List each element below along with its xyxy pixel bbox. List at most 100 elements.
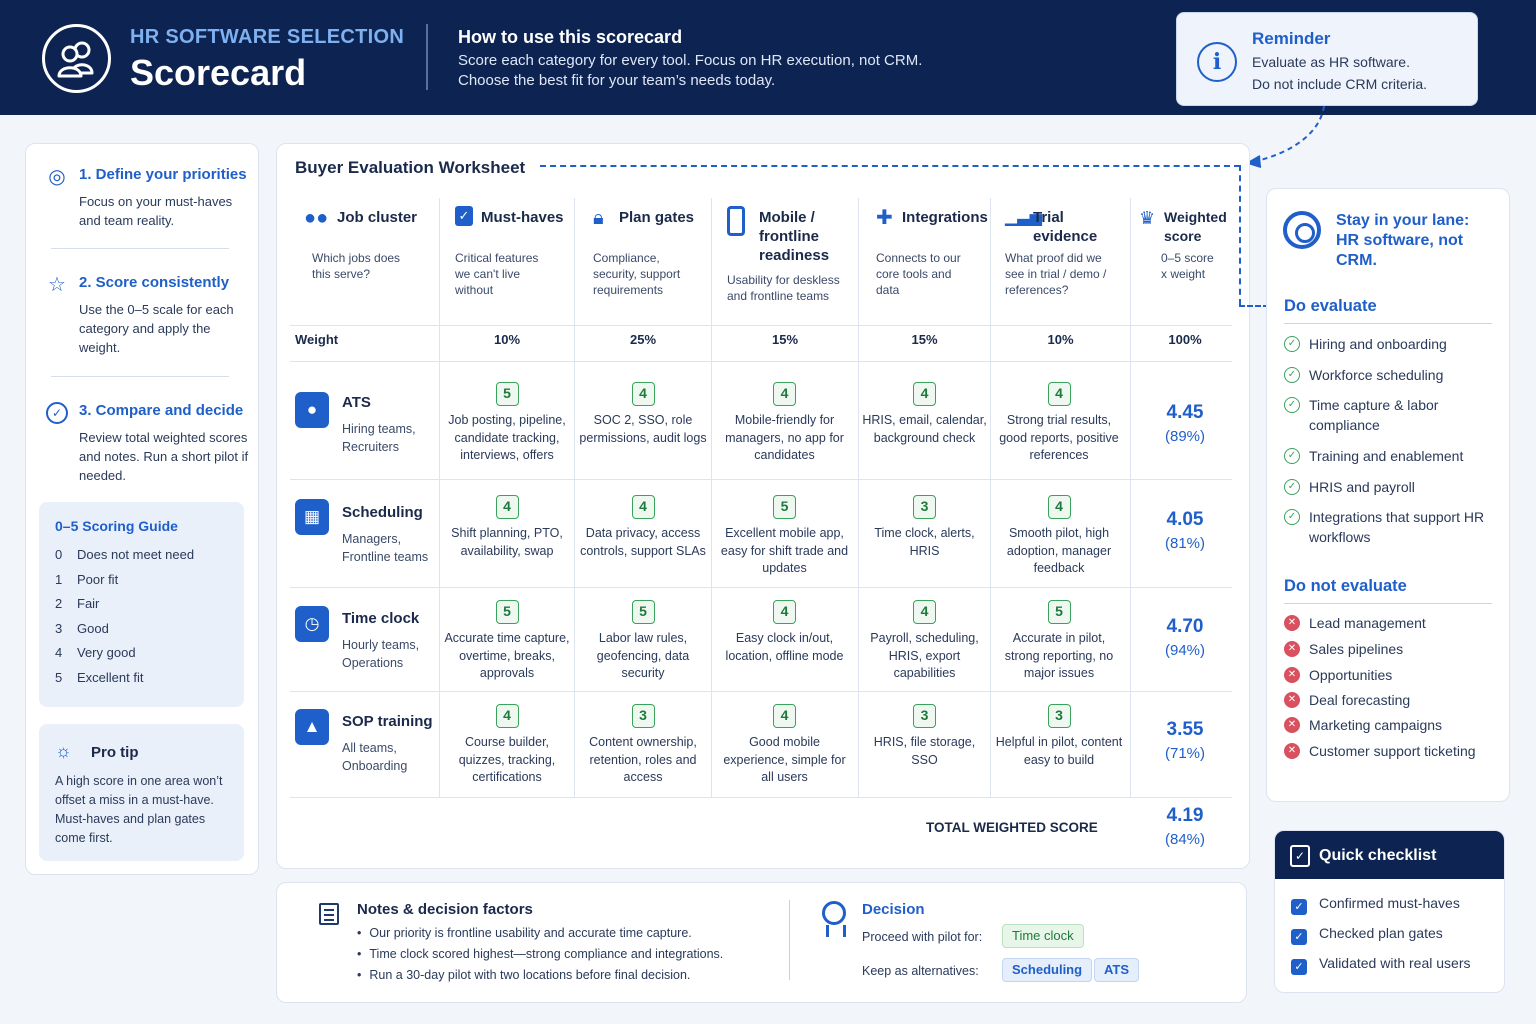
score-badge: 4: [631, 382, 655, 406]
howto-line-2: Choose the best fit for your team’s need…: [458, 72, 776, 89]
tool-name: Time clock: [342, 610, 420, 627]
tool-name: SOP training: [342, 713, 433, 730]
score-badge: 3: [913, 495, 936, 519]
checklist-header: ✓ Quick checklist: [1275, 831, 1504, 879]
guide-row: 2 Fair: [55, 596, 100, 611]
do-evaluate-title: Do evaluate: [1284, 297, 1377, 315]
person-icon: ●: [295, 392, 329, 428]
score-cell: 4 SOC 2, SSO, role permissions, audit log…: [579, 382, 707, 447]
do-item: ✓ Time capture & labor compliance: [1284, 395, 1499, 435]
step-desc: Review total weighted scores and notes. …: [79, 430, 249, 483]
grid-line: [290, 691, 1232, 692]
score-badge: 5: [773, 495, 796, 519]
star-icon: ☆: [48, 274, 66, 296]
check-icon: ✓: [1284, 509, 1300, 525]
score-badge: 4: [631, 495, 655, 519]
col-title: Weighted score: [1164, 209, 1227, 244]
grid-line: [439, 198, 440, 798]
col-title: Integrations: [902, 209, 988, 226]
score-note: Good mobile experience, simple for all u…: [723, 735, 846, 784]
score-note: Labor law rules, geofencing, data securi…: [596, 631, 690, 680]
score-value: 3.55: [1166, 719, 1204, 740]
weight-value: 10%: [1047, 332, 1074, 347]
x-icon: ✕: [1284, 667, 1300, 683]
score-cell: 3 Helpful in pilot, content easy to build: [995, 704, 1123, 769]
divider: [1284, 603, 1492, 604]
dont-item: ✕ Deal forecasting: [1284, 690, 1499, 710]
dont-item: ✕ Customer support ticketing: [1284, 741, 1499, 761]
proceed-label: Proceed with pilot for:: [862, 930, 983, 944]
reminder-box: i Reminder Evaluate as HR software. Do n…: [1176, 12, 1478, 106]
score-cell: 5 Accurate in pilot, strong reporting, no…: [995, 600, 1123, 683]
score-cell: 4 Data privacy, access controls, support …: [579, 495, 707, 560]
score-cell: 4 Shift planning, PTO, availability, swap: [442, 495, 572, 560]
alternative-tag: Scheduling: [1002, 958, 1093, 982]
score-note: Payroll, scheduling, HRIS, export capabi…: [870, 631, 979, 680]
check-icon: ✓: [1284, 367, 1300, 383]
grid-line: [858, 198, 859, 798]
score-cell: 3 Content ownership, retention, roles and…: [575, 704, 711, 787]
checklist-item[interactable]: ✓ Checked plan gates: [1291, 925, 1443, 945]
score-badge: 4: [1047, 382, 1071, 406]
col-title: Trial evidence: [1033, 209, 1098, 245]
weight-total: 100%: [1168, 332, 1202, 347]
score-note: Course builder, quizzes, tracking, certi…: [458, 735, 556, 784]
reminder-title: Reminder: [1252, 29, 1331, 48]
do-item: ✓ Workforce scheduling: [1284, 365, 1499, 385]
col-desc: Usability for deskless and frontline tea…: [727, 273, 840, 303]
x-icon: ✕: [1284, 717, 1300, 733]
check-icon: ✓: [1284, 336, 1300, 352]
do-item: ✓ HRIS and payroll: [1284, 477, 1499, 497]
x-icon: ✕: [1284, 743, 1300, 759]
score-note: SOC 2, SSO, role permissions, audit logs: [579, 413, 707, 445]
step-title: 1. Define your priorities: [79, 166, 247, 183]
score-percent: (94%): [1164, 642, 1205, 659]
score-note: HRIS, email, calendar, background check: [862, 413, 987, 445]
total-score: 4.19 (84%): [1143, 805, 1227, 848]
checklist-item[interactable]: ✓ Confirmed must-haves: [1291, 895, 1460, 915]
score-badge: 4: [773, 382, 796, 406]
score-note: Shift planning, PTO, availability, swap: [451, 526, 563, 558]
score-note: Smooth pilot, high adoption, manager fee…: [1006, 526, 1112, 575]
clipboard-check-icon: ✓: [1290, 845, 1310, 867]
col-desc: Connects to our core tools and data: [876, 251, 961, 297]
howto-title: How to use this scorecard: [458, 27, 683, 47]
check-icon: ✓: [1284, 479, 1300, 495]
checked-box-icon: ✓: [1291, 929, 1307, 945]
col-title: Job cluster: [337, 209, 418, 226]
score-percent: (81%): [1164, 535, 1205, 552]
grid-line: [711, 198, 712, 798]
weighted-score: 4.05 (81%): [1143, 509, 1227, 552]
score-note: Strong trial results, good reports, posi…: [999, 413, 1119, 462]
trophy-icon: ♛: [1139, 208, 1156, 228]
score-note: Accurate time capture, overtime, breaks,…: [444, 631, 570, 680]
checklist-item[interactable]: ✓ Validated with real users: [1291, 955, 1470, 975]
score-note: HRIS, file storage, SSO: [873, 735, 976, 767]
score-note: Accurate in pilot, strong reporting, no …: [1004, 631, 1114, 680]
score-badge: 4: [773, 704, 796, 728]
score-badge: 3: [631, 704, 655, 728]
checked-box-icon: ✓: [1291, 899, 1307, 915]
dont-item: ✕ Sales pipelines: [1284, 639, 1499, 659]
score-note: Data privacy, access controls, support S…: [580, 526, 706, 558]
x-icon: ✕: [1284, 692, 1300, 708]
col-desc: What proof did we see in trial / demo / …: [1005, 251, 1107, 297]
divider: [1284, 323, 1492, 324]
tool-users: Managers, Frontline teams: [342, 532, 429, 564]
weight-value: 25%: [629, 332, 657, 347]
score-badge: 5: [1047, 600, 1071, 624]
lane-title: Stay in your lane: HR software, not CRM.: [1336, 212, 1470, 269]
score-cell: 5 Job posting, pipeline, candidate tracki…: [442, 382, 572, 465]
guide-row: 3 Good: [55, 621, 109, 636]
do-item: ✓ Hiring and onboarding: [1284, 334, 1499, 354]
score-cell: 4 Easy clock in/out, location, offline mo…: [719, 600, 850, 665]
grid-line: [290, 361, 1232, 362]
score-cell: 4 Good mobile experience, simple for all …: [719, 704, 850, 787]
grid-line: [990, 198, 991, 798]
score-note: Job posting, pipeline, candidate trackin…: [448, 413, 566, 462]
tool-users: All teams, Onboarding: [342, 741, 408, 773]
notes-title: Notes & decision factors: [357, 901, 533, 918]
col-title: Plan gates: [619, 209, 695, 226]
clock-icon: ◷: [295, 606, 329, 642]
score-badge: 5: [495, 600, 519, 624]
